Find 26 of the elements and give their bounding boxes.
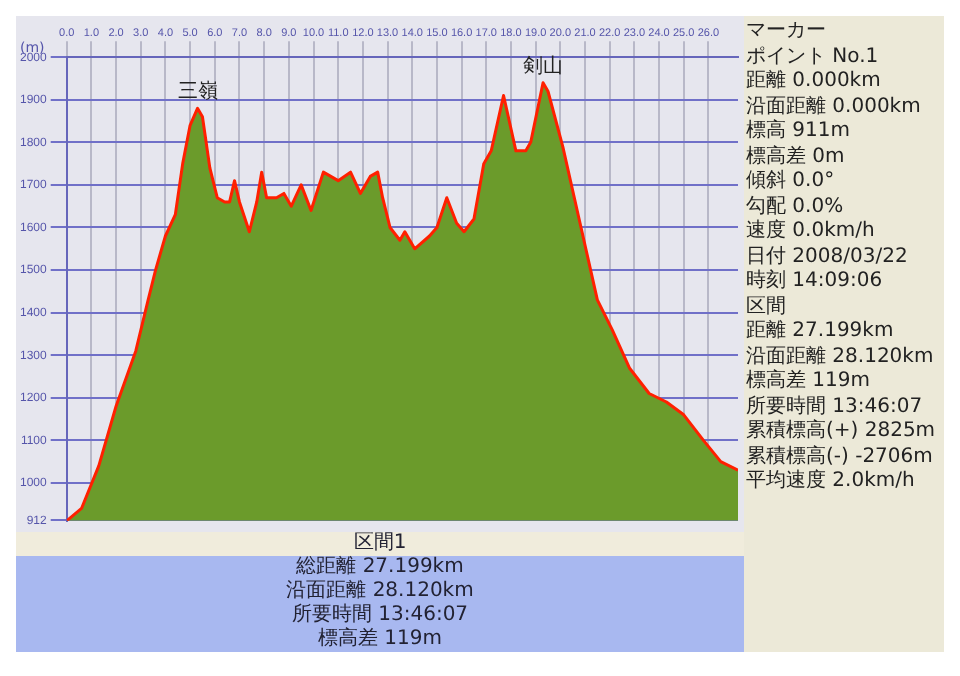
text: 総距離 27.199km [294,556,466,580]
annotation: 剣山 [523,53,564,78]
text: 標高 911m [746,120,853,145]
text: 距離 0.000km [746,70,883,95]
text: 区間1 [16,532,744,556]
text: 区間 [746,295,788,320]
text: 勾配 0.0% [746,195,846,219]
text: 累積標高(+) 2825m [746,420,938,445]
text: 日付 2008/03/22 [746,245,910,269]
text: 沿面距離 0.000km [746,95,923,119]
text: 時刻 14:09:06 [746,270,885,295]
text: 所要時間 13:46:07 [289,604,471,627]
text: 沿面距離 28.120km [746,345,936,369]
text: ポイント No.1 [746,45,881,70]
text: 標高差 0m [746,145,847,169]
text: 平均速度 2.0km/h [746,470,917,495]
text: 標高差 119m [315,628,444,652]
text: マーカー [746,20,828,45]
text: 傾斜 0.0° [746,170,837,195]
text: 距離 27.199km [746,320,896,345]
text: 沿面距離 28.120km [284,580,476,603]
text: 累積標高(-) -2706m [746,445,935,469]
text: 速度 0.0km/h [746,220,877,245]
text: 標高差 119m [746,370,873,395]
text: 所要時間 13:46:07 [746,395,925,419]
annotation: 三嶺 [177,79,218,104]
